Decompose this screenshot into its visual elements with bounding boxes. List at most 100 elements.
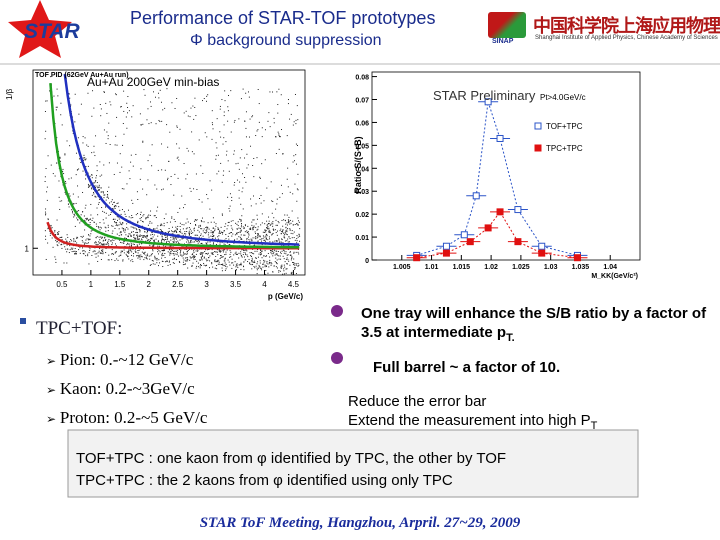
x-tick-label: 1.015 — [453, 264, 471, 271]
dot — [57, 232, 59, 234]
dot — [114, 221, 116, 223]
dot — [104, 226, 106, 228]
dot — [169, 249, 171, 251]
dot — [260, 202, 262, 204]
dot — [194, 239, 196, 241]
dot — [256, 269, 258, 271]
dot — [105, 217, 107, 219]
dot — [122, 222, 124, 224]
dot — [72, 193, 74, 195]
dot — [85, 178, 87, 180]
star-logo — [8, 0, 72, 58]
dot — [292, 233, 294, 235]
dot — [255, 232, 257, 234]
dot — [200, 233, 202, 235]
dot — [256, 218, 258, 220]
dot — [96, 225, 98, 227]
dot — [272, 201, 274, 203]
dot — [132, 248, 134, 250]
dot — [278, 134, 280, 136]
dot — [295, 273, 297, 275]
dot — [228, 233, 230, 235]
dot — [290, 254, 292, 256]
dot — [268, 223, 270, 225]
dot — [124, 240, 126, 242]
dot — [94, 253, 96, 255]
dot — [149, 214, 151, 216]
dot — [69, 241, 71, 243]
dot — [172, 236, 174, 238]
dot — [147, 234, 149, 236]
dot — [214, 229, 216, 231]
dot — [118, 239, 120, 241]
dot — [276, 254, 278, 256]
dot — [288, 221, 290, 223]
dot — [243, 227, 245, 229]
dot — [206, 260, 208, 262]
dot — [283, 219, 285, 221]
dot — [263, 255, 265, 257]
dot — [171, 250, 173, 252]
dot — [293, 155, 295, 157]
dot — [157, 206, 159, 208]
dot — [281, 266, 283, 268]
dot — [247, 231, 249, 233]
dot — [257, 89, 259, 91]
dot — [58, 180, 60, 182]
dot — [287, 221, 289, 223]
dot — [46, 186, 48, 188]
dot — [85, 218, 87, 220]
dot — [178, 159, 180, 161]
dot — [195, 173, 197, 175]
dot — [212, 227, 214, 229]
dot — [164, 234, 166, 236]
dot — [179, 222, 181, 224]
bullet-main: TPC+TOF: — [36, 318, 123, 339]
dot — [286, 214, 288, 216]
dot — [200, 225, 202, 227]
dot — [132, 202, 134, 204]
dot — [195, 220, 197, 222]
dot — [131, 231, 133, 233]
dot — [267, 120, 269, 122]
dot — [135, 248, 137, 250]
dot — [59, 157, 61, 159]
dot — [150, 105, 152, 107]
dot — [135, 153, 137, 155]
dot — [49, 90, 51, 92]
dot — [193, 227, 195, 229]
dot — [136, 234, 138, 236]
dot — [198, 225, 200, 227]
dot — [93, 193, 95, 195]
dot — [257, 226, 259, 228]
dot — [278, 258, 280, 260]
dot — [256, 237, 258, 239]
dot — [264, 230, 266, 232]
dot — [44, 176, 46, 178]
dot — [231, 235, 233, 237]
dot — [284, 232, 286, 234]
dot — [272, 91, 274, 93]
dot — [136, 231, 138, 233]
dot — [178, 234, 180, 236]
dot — [74, 93, 76, 95]
dot — [128, 251, 130, 253]
dot — [241, 191, 243, 193]
dot — [170, 249, 172, 251]
dot — [268, 266, 270, 268]
dot — [236, 232, 238, 234]
dot — [207, 198, 209, 200]
dot — [264, 129, 266, 131]
dot — [219, 105, 221, 107]
dot — [284, 240, 286, 242]
dot — [193, 258, 195, 260]
dot — [233, 150, 235, 152]
dot — [205, 253, 207, 255]
dot — [129, 233, 131, 235]
dot — [247, 236, 249, 238]
dot — [165, 231, 167, 233]
dot — [294, 93, 296, 95]
dot — [297, 251, 299, 253]
dot — [268, 231, 270, 233]
